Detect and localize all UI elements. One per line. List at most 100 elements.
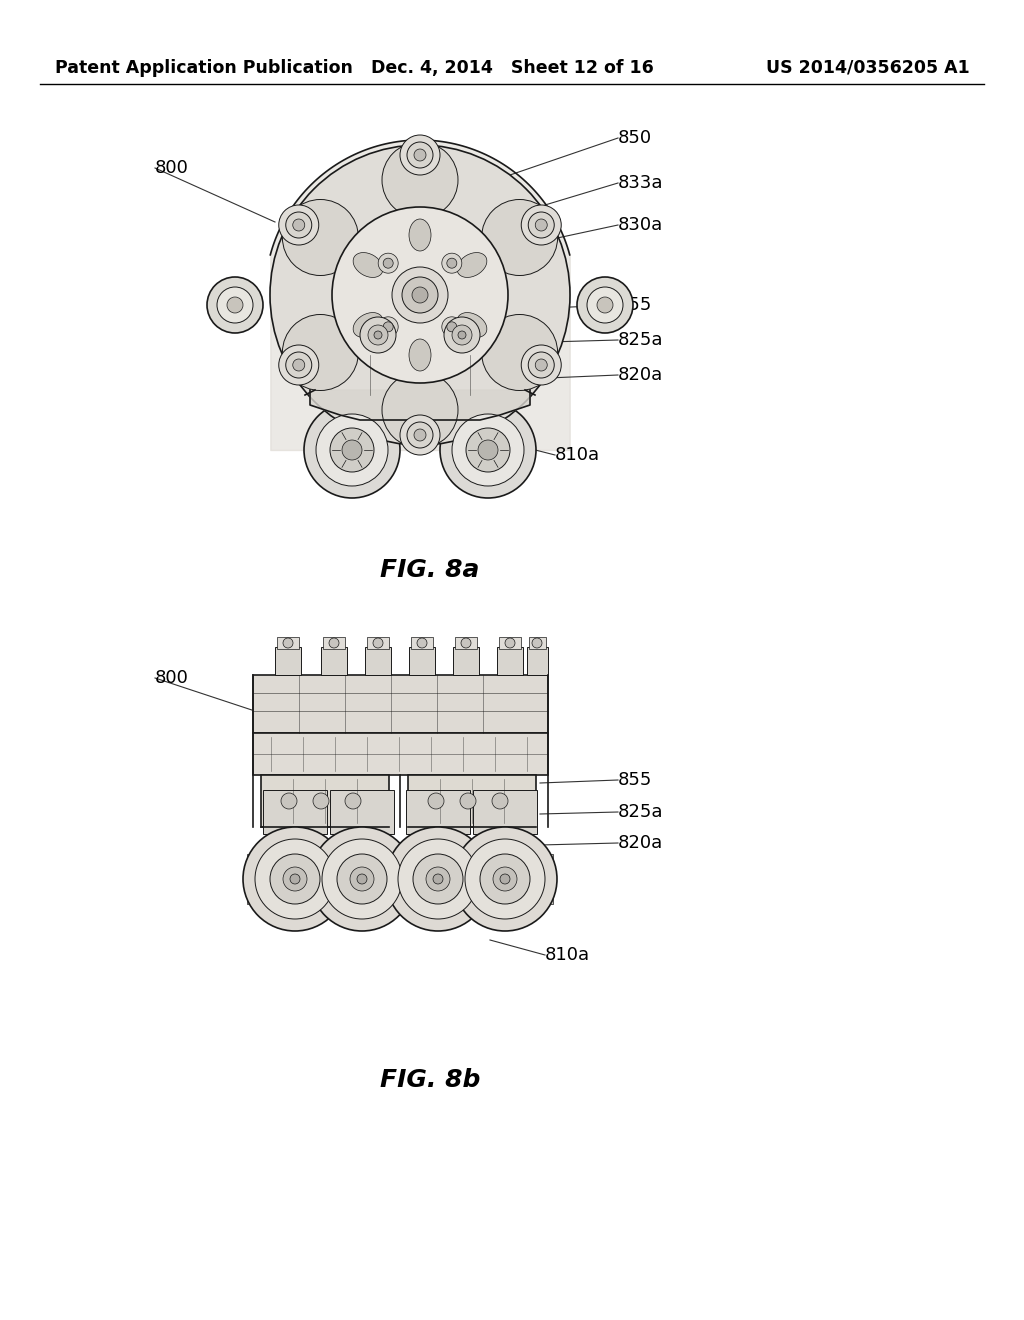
FancyBboxPatch shape — [411, 638, 433, 649]
Text: 825a: 825a — [618, 803, 664, 821]
Circle shape — [374, 331, 382, 339]
Text: 855: 855 — [618, 771, 652, 789]
Circle shape — [368, 325, 388, 345]
Circle shape — [400, 414, 440, 455]
Circle shape — [492, 793, 508, 809]
FancyBboxPatch shape — [330, 789, 394, 834]
Circle shape — [322, 840, 402, 919]
Circle shape — [414, 149, 426, 161]
Text: Patent Application Publication: Patent Application Publication — [55, 59, 353, 77]
FancyBboxPatch shape — [390, 854, 410, 904]
Circle shape — [446, 322, 457, 331]
Circle shape — [400, 135, 440, 176]
Circle shape — [207, 277, 263, 333]
Ellipse shape — [409, 219, 431, 251]
Text: 820a: 820a — [618, 366, 664, 384]
Circle shape — [329, 638, 339, 648]
Circle shape — [521, 345, 561, 385]
Circle shape — [480, 854, 530, 904]
FancyBboxPatch shape — [457, 854, 477, 904]
Polygon shape — [347, 360, 400, 405]
Circle shape — [383, 259, 393, 268]
Circle shape — [255, 840, 335, 919]
Circle shape — [493, 867, 517, 891]
FancyBboxPatch shape — [527, 647, 548, 675]
Circle shape — [283, 199, 358, 276]
Ellipse shape — [353, 252, 383, 277]
Text: 810a: 810a — [555, 446, 600, 465]
FancyBboxPatch shape — [278, 638, 299, 649]
FancyBboxPatch shape — [321, 647, 347, 675]
FancyBboxPatch shape — [261, 775, 389, 828]
Circle shape — [350, 867, 374, 891]
Circle shape — [281, 793, 297, 809]
Circle shape — [316, 414, 388, 486]
FancyBboxPatch shape — [263, 789, 327, 834]
Circle shape — [304, 403, 400, 498]
Polygon shape — [440, 360, 493, 405]
Text: FIG. 8b: FIG. 8b — [380, 1068, 480, 1092]
FancyBboxPatch shape — [466, 854, 486, 904]
FancyBboxPatch shape — [408, 775, 536, 828]
FancyBboxPatch shape — [473, 789, 537, 834]
Text: US 2014/0356205 A1: US 2014/0356205 A1 — [766, 59, 970, 77]
Circle shape — [413, 854, 463, 904]
FancyBboxPatch shape — [253, 733, 548, 775]
Circle shape — [373, 638, 383, 648]
Text: 825a: 825a — [618, 331, 664, 348]
Circle shape — [382, 143, 458, 218]
Circle shape — [528, 352, 554, 378]
Circle shape — [521, 205, 561, 246]
Circle shape — [357, 874, 367, 884]
FancyBboxPatch shape — [323, 638, 345, 649]
Circle shape — [360, 317, 396, 352]
Circle shape — [293, 359, 305, 371]
Circle shape — [270, 854, 319, 904]
Circle shape — [337, 854, 387, 904]
FancyBboxPatch shape — [529, 638, 546, 649]
Circle shape — [342, 440, 362, 459]
FancyBboxPatch shape — [409, 647, 435, 675]
Circle shape — [283, 867, 307, 891]
Circle shape — [310, 828, 414, 931]
FancyBboxPatch shape — [365, 647, 391, 675]
Circle shape — [505, 638, 515, 648]
Circle shape — [378, 253, 398, 273]
Circle shape — [452, 325, 472, 345]
FancyBboxPatch shape — [275, 647, 301, 675]
Circle shape — [536, 359, 547, 371]
FancyBboxPatch shape — [314, 854, 334, 904]
Circle shape — [398, 840, 478, 919]
Circle shape — [428, 793, 444, 809]
Circle shape — [332, 207, 508, 383]
Circle shape — [412, 286, 428, 304]
Circle shape — [286, 352, 311, 378]
Circle shape — [440, 403, 536, 498]
Circle shape — [286, 213, 311, 238]
Circle shape — [528, 213, 554, 238]
Circle shape — [458, 331, 466, 339]
Circle shape — [279, 205, 318, 246]
Circle shape — [293, 219, 305, 231]
FancyBboxPatch shape — [497, 647, 523, 675]
FancyBboxPatch shape — [455, 638, 477, 649]
Circle shape — [444, 317, 480, 352]
Circle shape — [452, 414, 524, 486]
Circle shape — [478, 440, 498, 459]
Circle shape — [283, 638, 293, 648]
Circle shape — [587, 286, 623, 323]
FancyBboxPatch shape — [453, 647, 479, 675]
Circle shape — [407, 143, 433, 168]
Polygon shape — [310, 389, 530, 420]
Circle shape — [414, 429, 426, 441]
Circle shape — [382, 372, 458, 447]
FancyBboxPatch shape — [499, 638, 521, 649]
Circle shape — [217, 286, 253, 323]
Text: 855: 855 — [618, 296, 652, 314]
Text: 800: 800 — [155, 158, 188, 177]
Circle shape — [500, 874, 510, 884]
Circle shape — [345, 793, 361, 809]
Circle shape — [407, 422, 433, 447]
Text: 850: 850 — [618, 129, 652, 147]
Circle shape — [279, 345, 318, 385]
